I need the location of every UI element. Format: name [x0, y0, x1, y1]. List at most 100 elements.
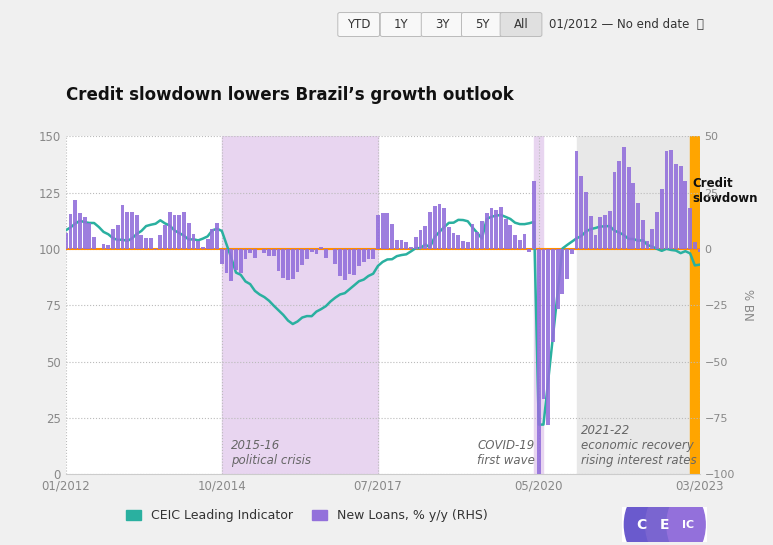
- Bar: [438, 204, 441, 249]
- Text: C: C: [636, 518, 646, 531]
- Bar: [404, 243, 408, 249]
- Bar: [400, 240, 404, 249]
- Bar: [442, 208, 446, 249]
- Bar: [196, 241, 200, 249]
- Bar: [192, 234, 196, 249]
- Bar: [201, 247, 205, 249]
- Bar: [612, 172, 616, 249]
- Bar: [598, 217, 602, 249]
- Bar: [301, 249, 304, 265]
- Bar: [111, 229, 115, 249]
- Text: YTD: YTD: [347, 18, 370, 31]
- Bar: [319, 247, 323, 249]
- Bar: [73, 199, 77, 249]
- Bar: [447, 227, 451, 249]
- Bar: [352, 249, 356, 275]
- Bar: [371, 249, 375, 258]
- Bar: [135, 215, 138, 249]
- Bar: [589, 216, 593, 249]
- Bar: [362, 249, 366, 262]
- Bar: [433, 207, 437, 249]
- Bar: [461, 240, 465, 249]
- Bar: [523, 234, 526, 249]
- Bar: [536, 249, 540, 474]
- Bar: [494, 210, 498, 249]
- Bar: [366, 249, 370, 259]
- Bar: [475, 232, 479, 249]
- Bar: [485, 213, 489, 249]
- Bar: [78, 213, 82, 249]
- Bar: [215, 223, 219, 249]
- Bar: [574, 150, 578, 249]
- Text: IC: IC: [682, 519, 694, 530]
- Bar: [580, 175, 583, 249]
- Bar: [230, 249, 233, 281]
- Bar: [542, 249, 546, 399]
- Bar: [263, 249, 266, 253]
- Bar: [149, 238, 153, 249]
- Bar: [509, 225, 512, 249]
- Bar: [333, 249, 337, 264]
- Bar: [154, 249, 158, 250]
- Bar: [210, 229, 214, 249]
- Bar: [172, 215, 176, 249]
- Bar: [527, 249, 531, 252]
- Bar: [310, 249, 314, 252]
- Bar: [357, 249, 361, 266]
- Bar: [315, 249, 318, 253]
- Bar: [107, 245, 111, 249]
- Bar: [158, 235, 162, 249]
- Text: Credit
slowdown: Credit slowdown: [693, 177, 758, 205]
- Circle shape: [667, 493, 705, 545]
- Bar: [116, 225, 120, 249]
- Bar: [222, 136, 378, 474]
- Bar: [253, 249, 257, 258]
- Bar: [220, 249, 223, 264]
- Bar: [499, 207, 502, 249]
- Text: Credit slowdown lowers Brazil’s growth outlook: Credit slowdown lowers Brazil’s growth o…: [66, 86, 513, 104]
- Bar: [556, 249, 560, 309]
- Bar: [168, 212, 172, 249]
- Bar: [87, 223, 91, 249]
- Y-axis label: % BN: % BN: [741, 289, 754, 321]
- Bar: [277, 249, 281, 271]
- Bar: [650, 229, 654, 249]
- Bar: [688, 208, 692, 249]
- Text: E: E: [660, 518, 669, 531]
- Bar: [163, 225, 167, 249]
- Bar: [636, 203, 640, 249]
- Bar: [286, 249, 290, 280]
- Text: 5Y: 5Y: [475, 18, 489, 31]
- Bar: [139, 235, 143, 249]
- Bar: [102, 244, 105, 249]
- Bar: [390, 225, 394, 249]
- Circle shape: [645, 493, 684, 545]
- Bar: [547, 249, 550, 425]
- Bar: [534, 136, 543, 474]
- Bar: [121, 205, 124, 249]
- Bar: [305, 249, 309, 259]
- Bar: [456, 235, 460, 249]
- Bar: [603, 215, 607, 249]
- Bar: [679, 166, 683, 249]
- Bar: [669, 150, 673, 249]
- Bar: [655, 211, 659, 249]
- Bar: [267, 249, 271, 256]
- Bar: [489, 208, 493, 249]
- Bar: [324, 249, 328, 258]
- Text: 2015-16
political crisis: 2015-16 political crisis: [231, 439, 312, 468]
- Bar: [698, 249, 701, 252]
- Bar: [187, 223, 191, 249]
- Bar: [395, 240, 399, 249]
- Bar: [281, 249, 285, 277]
- Bar: [660, 189, 663, 249]
- Bar: [577, 136, 690, 474]
- Bar: [532, 181, 536, 249]
- Legend: CEIC Leading Indicator, New Loans, % y/y (RHS): CEIC Leading Indicator, New Loans, % y/y…: [121, 504, 492, 527]
- Text: 3Y: 3Y: [435, 18, 449, 31]
- Bar: [239, 249, 243, 273]
- Bar: [145, 238, 148, 249]
- Bar: [69, 214, 73, 249]
- Bar: [665, 152, 669, 249]
- Bar: [414, 237, 417, 249]
